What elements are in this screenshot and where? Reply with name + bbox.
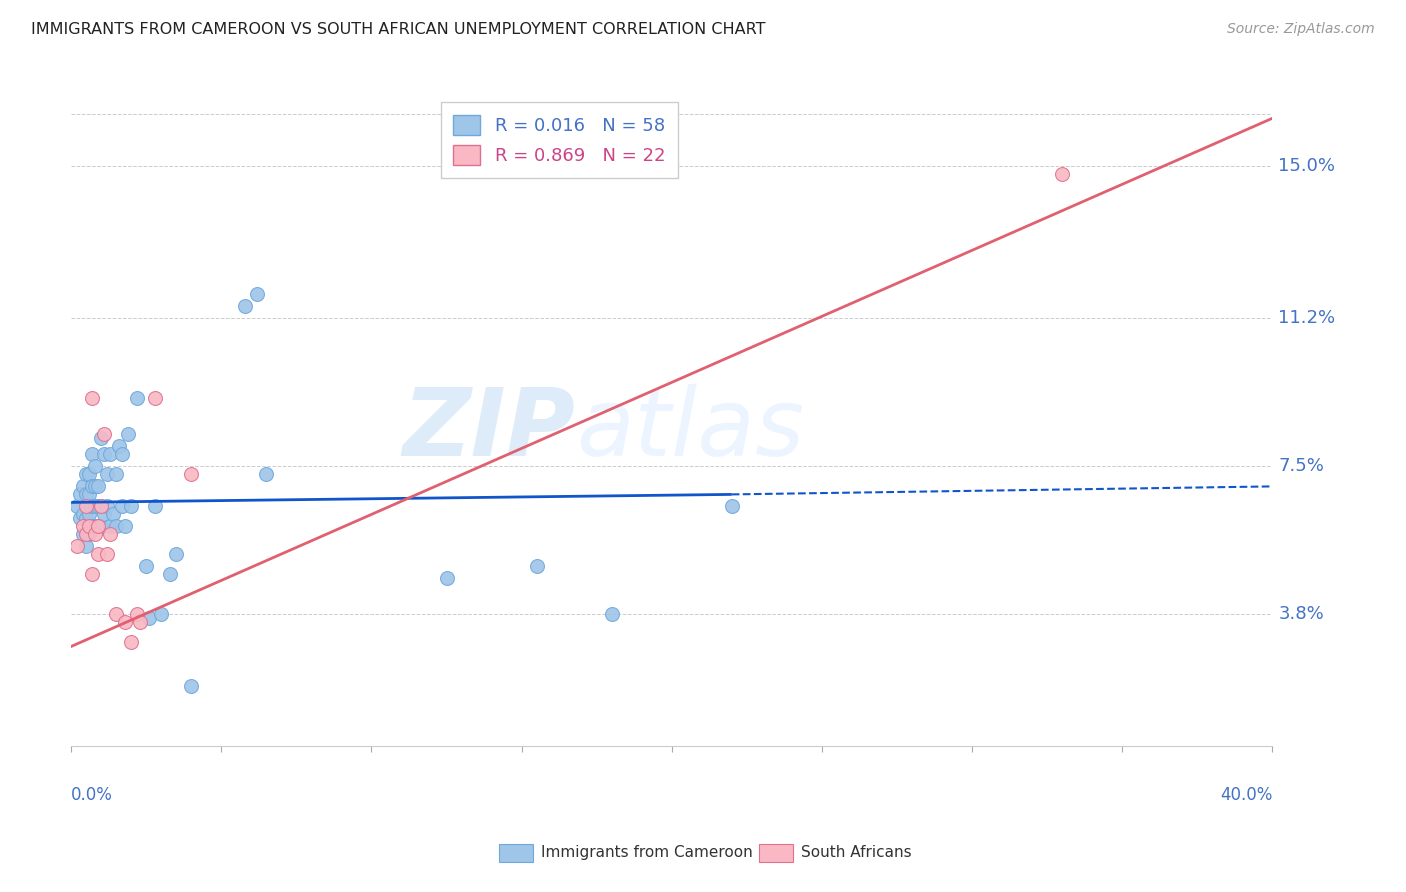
Point: [75, 487, 97, 501]
Point: [105, 607, 128, 622]
Point: [600, 607, 623, 622]
Point: [246, 287, 269, 301]
Point: [75, 540, 97, 554]
Point: [84, 479, 107, 493]
Point: [69, 487, 91, 501]
Point: [75, 527, 97, 541]
Point: [150, 607, 173, 622]
Point: [135, 559, 157, 574]
Point: [114, 519, 136, 533]
Text: IMMIGRANTS FROM CAMEROON VS SOUTH AFRICAN UNEMPLOYMENT CORRELATION CHART: IMMIGRANTS FROM CAMEROON VS SOUTH AFRICA…: [31, 22, 765, 37]
Point: [111, 500, 134, 514]
Text: Source: ZipAtlas.com: Source: ZipAtlas.com: [1227, 22, 1375, 37]
Point: [84, 519, 107, 533]
Text: 11.2%: 11.2%: [1278, 310, 1336, 327]
Point: [120, 500, 142, 514]
Point: [82, 447, 104, 461]
Point: [90, 519, 112, 533]
Point: [98, 527, 121, 541]
Point: [72, 527, 94, 541]
FancyBboxPatch shape: [499, 844, 533, 862]
Point: [138, 611, 160, 625]
FancyBboxPatch shape: [759, 844, 793, 862]
Point: [87, 500, 110, 514]
Point: [82, 392, 104, 406]
Point: [66, 540, 89, 554]
Point: [82, 519, 104, 533]
Point: [77, 467, 100, 482]
Point: [77, 487, 100, 501]
Point: [129, 615, 152, 630]
Point: [105, 519, 128, 533]
Point: [235, 299, 257, 313]
Point: [72, 479, 94, 493]
Point: [254, 467, 277, 482]
Point: [72, 508, 94, 522]
Point: [103, 508, 125, 522]
Point: [87, 548, 110, 562]
Point: [82, 500, 104, 514]
Point: [69, 511, 91, 525]
Text: 0.0%: 0.0%: [72, 786, 112, 804]
Text: atlas: atlas: [575, 384, 804, 475]
Point: [98, 447, 121, 461]
Point: [87, 479, 110, 493]
Point: [127, 607, 149, 622]
Point: [82, 567, 104, 582]
Point: [96, 467, 118, 482]
Point: [127, 392, 149, 406]
Point: [720, 500, 742, 514]
Point: [98, 519, 121, 533]
Point: [117, 427, 139, 442]
Point: [93, 447, 115, 461]
Point: [120, 635, 142, 649]
Point: [105, 467, 128, 482]
Text: 7.5%: 7.5%: [1278, 458, 1324, 475]
Point: [165, 548, 187, 562]
Point: [96, 548, 118, 562]
Point: [77, 519, 100, 533]
Point: [72, 519, 94, 533]
Text: Immigrants from Cameroon: Immigrants from Cameroon: [541, 846, 754, 860]
Point: [143, 392, 166, 406]
Point: [84, 459, 107, 474]
Point: [90, 500, 112, 514]
Point: [436, 571, 458, 585]
Point: [84, 527, 107, 541]
Point: [114, 615, 136, 630]
Point: [180, 467, 202, 482]
Point: [90, 500, 112, 514]
Point: [93, 427, 115, 442]
Point: [75, 467, 97, 482]
Point: [87, 519, 110, 533]
Point: [75, 511, 97, 525]
Point: [526, 559, 548, 574]
Point: [143, 500, 166, 514]
Text: 15.0%: 15.0%: [1278, 157, 1336, 176]
Point: [96, 500, 118, 514]
Point: [77, 508, 100, 522]
Point: [75, 500, 97, 514]
Text: 3.8%: 3.8%: [1278, 606, 1324, 624]
Point: [1050, 167, 1073, 181]
Point: [77, 527, 100, 541]
Legend: R = 0.016   N = 58, R = 0.869   N = 22: R = 0.016 N = 58, R = 0.869 N = 22: [440, 102, 678, 178]
Point: [159, 567, 181, 582]
Text: 40.0%: 40.0%: [1220, 786, 1272, 804]
Point: [66, 500, 89, 514]
Point: [93, 508, 115, 522]
Text: South Africans: South Africans: [801, 846, 912, 860]
Point: [111, 447, 134, 461]
Point: [87, 519, 110, 533]
Point: [84, 500, 107, 514]
Point: [108, 439, 131, 453]
Point: [90, 431, 112, 445]
Point: [180, 680, 202, 694]
Text: ZIP: ZIP: [402, 384, 575, 475]
Point: [82, 479, 104, 493]
